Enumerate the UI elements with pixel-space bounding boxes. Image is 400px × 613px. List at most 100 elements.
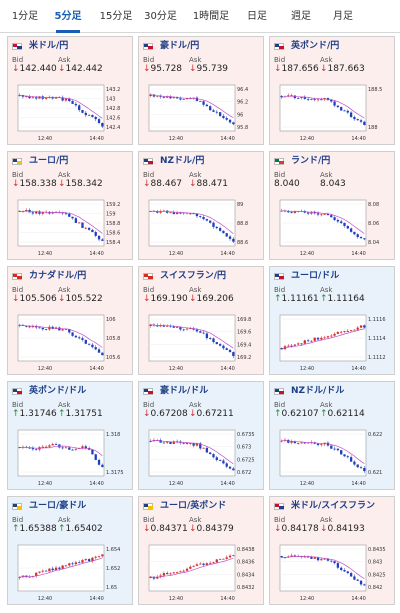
rate-card[interactable]: 英ポンド/円 Bid Ask ↓187.656 ↓187.663 188.5 18… bbox=[269, 36, 395, 145]
rate-chart[interactable]: 0.6735 0.673 0.6725 0.672 12:40 14:40 bbox=[143, 426, 261, 488]
pair-name[interactable]: ユーロ/ドル bbox=[291, 271, 340, 281]
tab-1[interactable]: 5分足 bbox=[48, 0, 88, 33]
ask-value: ↓0.84193 bbox=[320, 524, 365, 534]
y-tick-label: 0.843 bbox=[368, 560, 382, 566]
candle-body bbox=[192, 213, 195, 215]
rate-card[interactable]: ユーロ/ドル Bid Ask ↑1.11161 ↑1.11164 1.1116 1… bbox=[269, 266, 395, 375]
rate-chart[interactable]: 1.1116 1.1114 1.1112 12:40 14:40 bbox=[274, 311, 392, 373]
candle-body bbox=[31, 448, 35, 450]
bid-label: Bid bbox=[274, 401, 286, 409]
y-tick-label: 88.6 bbox=[237, 240, 248, 246]
pair-name[interactable]: NZドル/ドル bbox=[291, 386, 345, 396]
moving-average-line bbox=[281, 210, 365, 234]
plot-frame bbox=[17, 429, 105, 477]
candle-body bbox=[356, 327, 359, 330]
moving-average-line bbox=[19, 557, 103, 578]
rate-chart[interactable]: 0.8435 0.843 0.8425 0.842 12:40 14:40 bbox=[274, 541, 392, 603]
rate-card[interactable]: カナダドル/円 Bid Ask ↓105.506 ↓105.522 106 105… bbox=[7, 266, 133, 375]
candle-body bbox=[64, 565, 68, 567]
rate-card[interactable]: 英ポンド/ドル Bid Ask ↑1.31746 ↑1.31751 1.318 1… bbox=[7, 381, 133, 490]
rate-card[interactable]: ユーロ/英ポンド Bid Ask ↓0.84371 ↓0.84379 0.843… bbox=[138, 496, 264, 605]
candle-body bbox=[182, 212, 185, 214]
tab-2[interactable]: 15分足 bbox=[99, 11, 133, 22]
candle-body bbox=[290, 212, 293, 214]
tab-4[interactable]: 1時間足 bbox=[192, 11, 230, 22]
candle-body bbox=[232, 122, 235, 125]
pair-name[interactable]: ユーロ/豪ドル bbox=[29, 501, 87, 511]
tab-5[interactable]: 日足 bbox=[247, 11, 267, 22]
rate-chart[interactable]: 159.2 159 158.8 158.6 158.4 12:40 14:40 bbox=[12, 196, 130, 258]
moving-average-line bbox=[150, 324, 234, 349]
y-tick-label: 0.622 bbox=[368, 432, 382, 438]
pair-name[interactable]: スイスフラン/円 bbox=[160, 271, 227, 281]
rate-card[interactable]: NZドル/円 Bid Ask ↓88.467 ↓88.471 89 88.8 88.… bbox=[138, 151, 264, 260]
rate-chart[interactable]: 0.622 0.621 12:40 14:40 bbox=[274, 426, 392, 488]
candle-body bbox=[199, 443, 202, 449]
card-header: カナダドル/円 bbox=[12, 270, 130, 282]
rate-card[interactable]: スイスフラン/円 Bid Ask ↓169.190 ↓169.206 169.8… bbox=[138, 266, 264, 375]
candle-body bbox=[189, 213, 192, 215]
pair-name[interactable]: ランド/円 bbox=[291, 156, 331, 166]
rate-card[interactable]: 米ドル/円 Bid Ask ↓142.440 ↓142.442 143.2 143… bbox=[7, 36, 133, 145]
pair-name[interactable]: 英ポンド/円 bbox=[291, 41, 340, 51]
candle-body bbox=[97, 556, 101, 558]
pair-name[interactable]: ユーロ/円 bbox=[29, 156, 69, 166]
rate-chart[interactable]: 8.08 8.06 8.04 12:40 14:40 bbox=[274, 196, 392, 258]
candle-body bbox=[58, 567, 61, 569]
tab-6[interactable]: 週足 bbox=[291, 11, 311, 22]
candle-body bbox=[179, 571, 182, 573]
rate-card[interactable]: ユーロ/豪ドル Bid Ask ↑1.65388 ↑1.65402 1.654 1… bbox=[7, 496, 133, 605]
pair-name[interactable]: 米ドル/円 bbox=[29, 41, 69, 51]
tab-0[interactable]: 1分足 bbox=[11, 11, 39, 22]
rate-chart[interactable]: 169.8 169.6 169.4 169.2 12:40 14:40 bbox=[143, 311, 261, 373]
candle-body bbox=[64, 447, 68, 449]
rate-chart[interactable]: 106 105.8 105.6 12:40 14:40 bbox=[12, 311, 130, 373]
candle-body bbox=[316, 99, 320, 101]
x-tick-label: 12:40 bbox=[38, 366, 52, 372]
y-tick-label: 169.6 bbox=[237, 330, 251, 336]
candle-body bbox=[225, 463, 228, 467]
rate-chart[interactable]: 1.318 1.3175 12:40 14:40 bbox=[12, 426, 130, 488]
y-tick-label: 8.06 bbox=[368, 221, 379, 227]
rate-chart[interactable]: 89 88.8 88.6 12:40 14:40 bbox=[143, 196, 261, 258]
candle-body bbox=[225, 557, 228, 559]
arrow-down-icon: ↓ bbox=[143, 524, 151, 534]
rate-chart[interactable]: 0.8438 0.8436 0.8434 0.8432 12:40 14:40 bbox=[143, 541, 261, 603]
pair-name[interactable]: カナダドル/円 bbox=[29, 271, 87, 281]
rate-card[interactable]: 米ドル/スイスフラン Bid Ask ↓0.84178 ↓0.84193 0.8… bbox=[269, 496, 395, 605]
rate-card[interactable]: 豪ドル/円 Bid Ask ↓95.728 ↓95.739 96.4 96.2 96… bbox=[138, 36, 264, 145]
rate-chart[interactable]: 188.5 188 12:40 14:40 bbox=[274, 81, 392, 143]
rate-chart[interactable]: 143.2 143 142.8 142.6 142.4 12:40 14:40 bbox=[12, 81, 130, 143]
y-tick-label: 0.6735 bbox=[237, 432, 255, 438]
arrow-down-icon: ↓ bbox=[189, 294, 197, 304]
candle-body bbox=[349, 112, 353, 117]
candle-body bbox=[28, 326, 31, 328]
candle-body bbox=[94, 116, 97, 120]
candle-body bbox=[333, 561, 336, 564]
candle-body bbox=[209, 338, 212, 339]
y-tick-label: 1.1116 bbox=[368, 317, 386, 323]
candle-body bbox=[54, 444, 58, 445]
rate-card[interactable]: ランド/円 Bid Ask 8.040 8.043 8.08 8.06 8.04 12… bbox=[269, 151, 395, 260]
tab-7[interactable]: 月足 bbox=[333, 11, 353, 22]
rate-chart[interactable]: 1.654 1.652 1.65 12:40 14:40 bbox=[12, 541, 130, 603]
rate-card[interactable]: ユーロ/円 Bid Ask ↓158.338 ↓158.342 159.2 159… bbox=[7, 151, 133, 260]
moving-average-line bbox=[281, 328, 365, 350]
pair-name[interactable]: 米ドル/スイスフラン bbox=[291, 501, 376, 511]
candle-body bbox=[290, 555, 293, 557]
moving-average-line bbox=[281, 95, 365, 119]
pair-name[interactable]: 英ポンド/ドル bbox=[29, 386, 87, 396]
y-tick-label: 143.2 bbox=[106, 87, 120, 93]
pair-name[interactable]: ユーロ/英ポンド bbox=[160, 501, 227, 511]
pair-name[interactable]: NZドル/円 bbox=[160, 156, 205, 166]
tab-3[interactable]: 30分足 bbox=[144, 11, 177, 22]
candle-body bbox=[84, 227, 87, 229]
pair-name[interactable]: 豪ドル/ドル bbox=[160, 386, 209, 396]
rate-card[interactable]: NZドル/ドル Bid Ask ↑0.62107 ↑0.62114 0.622 0… bbox=[269, 381, 395, 490]
rate-chart[interactable]: 96.4 96.2 96 95.8 12:40 14:40 bbox=[143, 81, 261, 143]
rate-card[interactable]: 豪ドル/ドル Bid Ask ↓0.67208 ↓0.67211 0.6735 0… bbox=[138, 381, 264, 490]
pair-name[interactable]: 豪ドル/円 bbox=[160, 41, 200, 51]
candle-body bbox=[222, 230, 225, 234]
candle-body bbox=[61, 329, 64, 331]
candle-body bbox=[228, 349, 232, 353]
